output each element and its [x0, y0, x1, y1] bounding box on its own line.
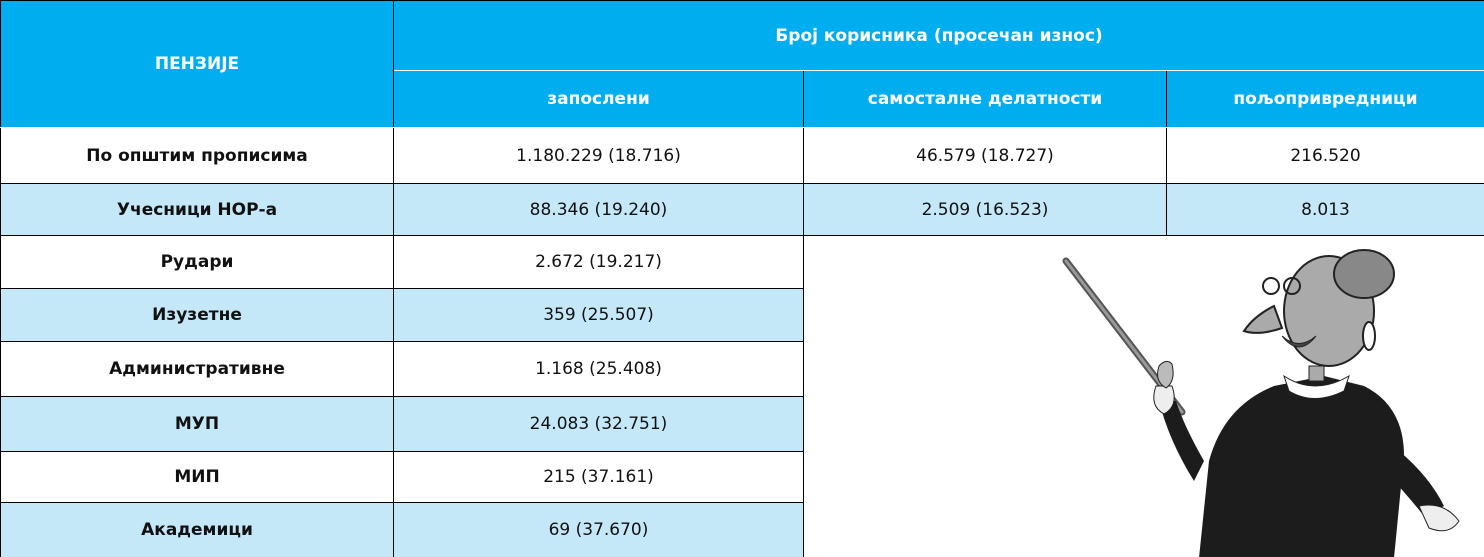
- row-label: Изузетне: [1, 289, 394, 342]
- row-label: Административне: [1, 342, 394, 397]
- group-header: Број корисника (просечан износ): [394, 1, 1484, 71]
- cell: 8.013: [1167, 184, 1484, 236]
- cell: 215 (37.161): [394, 452, 804, 503]
- corner-header: ПЕНЗИЈЕ: [1, 1, 394, 128]
- cell: 88.346 (19.240): [394, 184, 804, 236]
- row-label: Учесници НОР-а: [1, 184, 394, 236]
- cell: 24.083 (32.751): [394, 397, 804, 452]
- column-header: запослени: [394, 71, 804, 128]
- column-header: пољопривредници: [1167, 71, 1484, 128]
- cell: 69 (37.670): [394, 503, 804, 557]
- cell: 1.180.229 (18.716): [394, 128, 804, 184]
- page: ПЕНЗИЈЕ Број корисника (просечан износ) …: [0, 0, 1484, 557]
- cell: 359 (25.507): [394, 289, 804, 342]
- row-label: Рудари: [1, 236, 394, 289]
- pension-table: ПЕНЗИЈЕ Број корисника (просечан износ) …: [0, 0, 1484, 557]
- teacher-illustration: [804, 236, 1484, 557]
- cell: 216.520: [1167, 128, 1484, 184]
- row-label: Академици: [1, 503, 394, 557]
- row-label: По општим прописима: [1, 128, 394, 184]
- cell: 2.672 (19.217): [394, 236, 804, 289]
- cell: 46.579 (18.727): [804, 128, 1167, 184]
- row-label: МУП: [1, 397, 394, 452]
- row-label: МИП: [1, 452, 394, 503]
- cell: 2.509 (16.523): [804, 184, 1167, 236]
- column-header: самосталне делатности: [804, 71, 1167, 128]
- cell: 1.168 (25.408): [394, 342, 804, 397]
- illustration-cell: [804, 236, 1484, 557]
